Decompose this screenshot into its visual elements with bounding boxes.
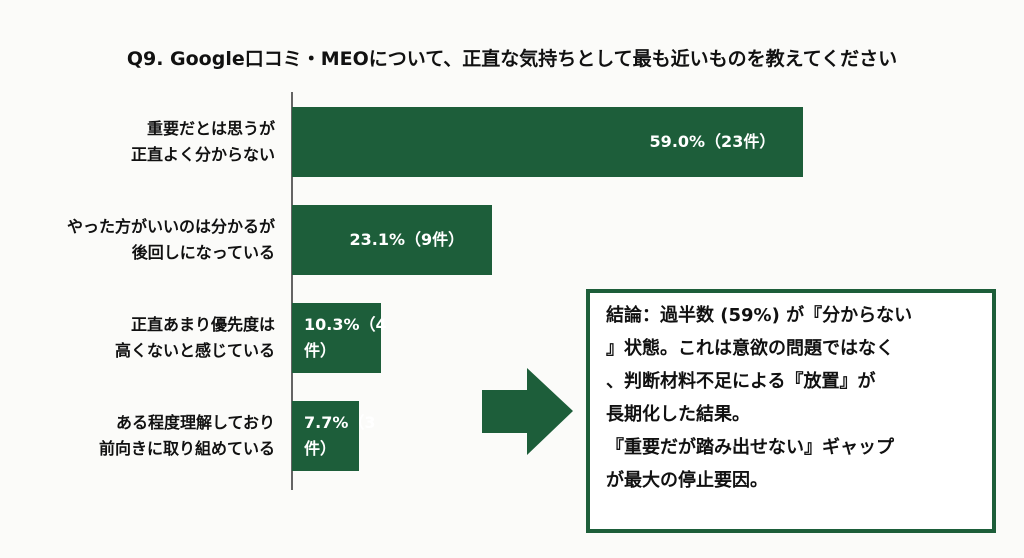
value-label: 59.0%（23件） [649, 132, 776, 151]
value-label: 10.3%（4件） [304, 315, 387, 360]
category-label: 正直あまり優先度は 高くないと感じている [114, 315, 275, 360]
arrow [482, 368, 573, 455]
bar [292, 205, 493, 275]
category-label: 重要だとは思うが 正直よく分からない [130, 119, 275, 164]
bar [292, 303, 382, 373]
callout-text: 、判断材料不足による『放置』が [606, 371, 876, 392]
callout-text: 』状態。これは意欲の問題ではなく [606, 338, 894, 359]
category-label: やった方がいいのは分かるが 後回しになっている [66, 217, 275, 262]
chart-title: Q9. Google口コミ・MEOについて、正直な気持ちとして最も近いものを教え… [126, 48, 898, 70]
callout-text: 長期化した結果。 [606, 404, 750, 425]
callout-text: 『重要だが踏み出せない』ギャップ [606, 437, 894, 458]
value-label: 7.7%（3件） [304, 413, 376, 458]
callout-box: 結論：過半数 (59%) が『分からない 』状態。これは意欲の問題ではなく 、判断材… [586, 289, 996, 533]
bar [292, 107, 804, 177]
bar [292, 401, 359, 471]
value-label: 23.1%（9件） [349, 230, 465, 249]
callout-text: 結論：過半数 (59%) が『分からない [606, 305, 913, 326]
callout-text: が最大の停止要因。 [606, 470, 768, 491]
category-label: ある程度理解しており 前向きに取り組めている [98, 413, 275, 458]
